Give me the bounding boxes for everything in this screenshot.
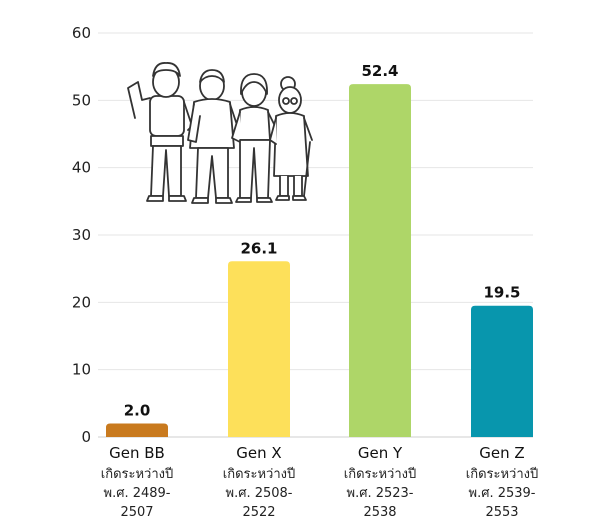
y-tick-label: 0 xyxy=(81,428,91,446)
data-labels: 2.0 26.1 52.4 19.5 xyxy=(124,62,521,419)
category-sublabel: 2522 xyxy=(242,505,275,520)
y-tick-label: 60 xyxy=(72,24,91,42)
bar-gen-bb xyxy=(106,423,168,437)
data-label: 26.1 xyxy=(240,239,277,257)
category-sublabel: พ.ศ. 2508- xyxy=(226,486,293,501)
y-tick-label: 10 xyxy=(72,361,91,379)
person-grandmother-icon xyxy=(269,76,313,201)
data-label: 19.5 xyxy=(483,284,520,302)
category-sublabel: 2538 xyxy=(363,505,396,520)
x-axis-categories: Gen BB เกิดระหว่างปีพ.ศ. 2489- 2507 Gen X เก… xyxy=(101,444,539,520)
category-label: Gen Z xyxy=(479,444,524,462)
category-sublabel: พ.ศ. 2539- xyxy=(469,486,536,501)
y-tick-label: 20 xyxy=(72,293,91,311)
person-young-man-icon xyxy=(127,62,193,202)
category-sublabel: เกิดระหว่างปี xyxy=(101,466,174,482)
y-tick-label: 50 xyxy=(72,91,91,109)
bar-gen-y xyxy=(349,84,411,437)
category-sublabel: เกิดระหว่างปี xyxy=(466,466,539,482)
bar-gen-x xyxy=(228,261,290,437)
y-axis-ticks: 0 10 20 30 40 50 60 xyxy=(72,24,91,446)
category-sublabel: 2507 xyxy=(120,505,153,520)
category-sublabel: 2553 xyxy=(485,505,518,520)
y-tick-label: 40 xyxy=(72,159,91,177)
bars xyxy=(106,84,533,437)
category-label: Gen BB xyxy=(109,444,165,462)
category-sublabel: พ.ศ. 2523- xyxy=(347,486,414,501)
person-woman-icon xyxy=(231,73,279,203)
y-tick-label: 30 xyxy=(72,226,91,244)
category-label: Gen Y xyxy=(358,444,403,462)
family-generations-icon xyxy=(127,62,313,204)
category-sublabel: เกิดระหว่างปี xyxy=(344,466,417,482)
person-adult-man-icon xyxy=(187,69,249,204)
bar-gen-z xyxy=(471,305,533,437)
data-label: 2.0 xyxy=(124,402,151,420)
category-sublabel: เกิดระหว่างปี xyxy=(223,466,296,482)
category-label: Gen X xyxy=(236,444,281,462)
category-sublabel: พ.ศ. 2489- xyxy=(104,486,171,501)
data-label: 52.4 xyxy=(361,62,398,80)
